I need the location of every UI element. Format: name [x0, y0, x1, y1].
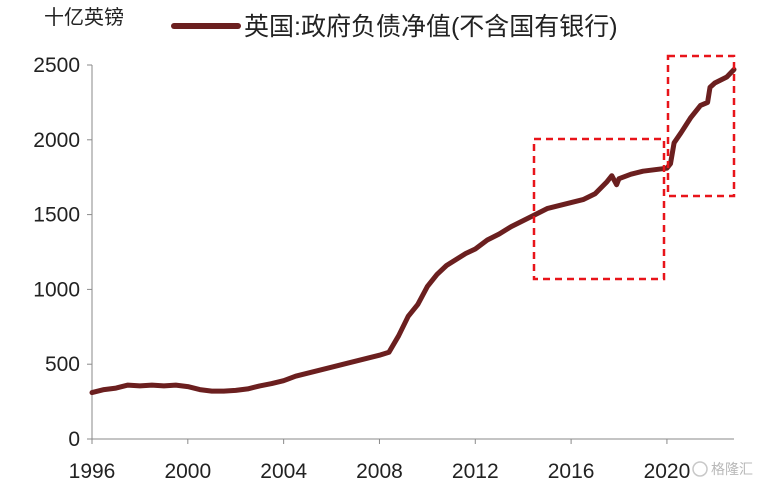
x-tick-label: 1996 — [69, 460, 116, 483]
watermark: 格隆汇 — [692, 461, 753, 477]
y-tick-label: 2500 — [33, 54, 80, 77]
highlight-box-2015-2019 — [532, 137, 666, 281]
y-tick-label: 1500 — [33, 204, 80, 227]
y-tick-label: 2000 — [33, 129, 80, 152]
axes — [91, 65, 734, 440]
x-tick-label: 2004 — [260, 460, 307, 483]
x-axis-ticks: 1996 2000 2004 2008 2012 2016 2020 — [69, 439, 691, 483]
y-tick-label: 0 — [68, 428, 80, 451]
y-tick-label: 500 — [45, 353, 80, 376]
x-tick-label: 2000 — [164, 460, 211, 483]
watermark-text: 格隆汇 — [711, 461, 753, 477]
y-tick-label: 1000 — [33, 278, 80, 301]
y-axis-unit-label: 十亿英镑 — [44, 6, 124, 29]
legend: 英国:政府负债净值(不含国有银行) — [171, 13, 618, 41]
x-tick-label: 2008 — [356, 460, 403, 483]
legend-label: 英国:政府负债净值(不含国有银行) — [244, 13, 618, 41]
highlight-box-2020-2022 — [666, 54, 736, 198]
watermark-logo-icon — [692, 461, 708, 477]
x-tick-label: 2020 — [644, 460, 691, 483]
x-tick-label: 2012 — [452, 460, 499, 483]
x-tick-label: 2016 — [548, 460, 595, 483]
y-axis-ticks: 0 500 1000 1500 2000 2500 — [33, 54, 92, 451]
series-line — [89, 67, 737, 396]
